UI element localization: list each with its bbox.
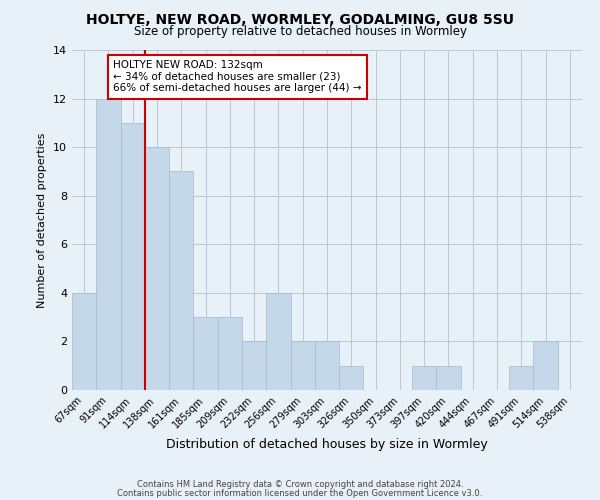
Bar <box>339 366 364 390</box>
Bar <box>242 342 266 390</box>
Bar <box>218 317 242 390</box>
Bar <box>315 342 339 390</box>
Bar <box>290 342 315 390</box>
Text: HOLTYE, NEW ROAD, WORMLEY, GODALMING, GU8 5SU: HOLTYE, NEW ROAD, WORMLEY, GODALMING, GU… <box>86 12 514 26</box>
Bar <box>509 366 533 390</box>
Bar <box>169 172 193 390</box>
Bar <box>145 147 169 390</box>
Text: HOLTYE NEW ROAD: 132sqm
← 34% of detached houses are smaller (23)
66% of semi-de: HOLTYE NEW ROAD: 132sqm ← 34% of detache… <box>113 60 361 94</box>
X-axis label: Distribution of detached houses by size in Wormley: Distribution of detached houses by size … <box>166 438 488 451</box>
Bar <box>266 293 290 390</box>
Bar <box>412 366 436 390</box>
Bar <box>436 366 461 390</box>
Text: Contains HM Land Registry data © Crown copyright and database right 2024.: Contains HM Land Registry data © Crown c… <box>137 480 463 489</box>
Y-axis label: Number of detached properties: Number of detached properties <box>37 132 47 308</box>
Bar <box>533 342 558 390</box>
Text: Size of property relative to detached houses in Wormley: Size of property relative to detached ho… <box>133 25 467 38</box>
Bar <box>72 293 96 390</box>
Text: Contains public sector information licensed under the Open Government Licence v3: Contains public sector information licen… <box>118 488 482 498</box>
Bar <box>193 317 218 390</box>
Bar <box>121 123 145 390</box>
Bar <box>96 98 121 390</box>
